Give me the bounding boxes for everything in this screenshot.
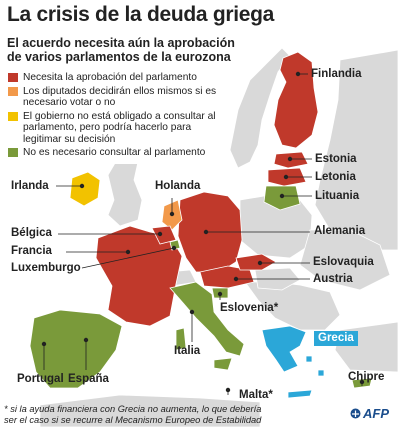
subtitle-line-1: El acuerdo necesita aún la aprobación	[7, 36, 235, 50]
sardinia-shape	[175, 327, 187, 351]
sicily-shape	[213, 357, 233, 371]
italy-shape	[169, 281, 245, 357]
north-africa-land	[39, 394, 261, 427]
legend-swatch-yellow	[8, 111, 18, 121]
brand-logo: AFP	[363, 406, 389, 421]
label-eslovaquia: Eslovaquia	[313, 256, 374, 268]
russia-land	[314, 49, 399, 251]
finland-shape	[273, 51, 319, 149]
ukraine-land	[299, 229, 391, 291]
label-finlandia: Finlandia	[311, 68, 362, 80]
legend-swatch-green	[8, 148, 18, 157]
scandinavia-land	[229, 47, 291, 169]
label-francia: Francia	[11, 245, 52, 257]
footnote: * si la ayuda financiera con Grecia no a…	[4, 404, 261, 426]
legend-label: El gobierno no está obligado a consultar…	[23, 110, 216, 145]
label-espana: España	[68, 373, 109, 385]
label-grecia: Grecia	[314, 331, 358, 346]
slovakia-shape	[235, 253, 277, 271]
afp-logo-icon	[350, 408, 361, 419]
legend-label: Necesita la aprobación del parlamento	[23, 72, 197, 83]
label-eslovenia: Eslovenia*	[220, 302, 279, 314]
greece-shape	[261, 325, 307, 373]
label-letonia: Letonia	[315, 171, 356, 183]
turkey-land	[334, 321, 399, 373]
label-austria: Austria	[313, 273, 353, 285]
label-italia: Italia	[174, 345, 201, 357]
label-chipre: Chipre	[348, 371, 385, 383]
legend-swatch-orange	[8, 86, 18, 96]
footnote-line-2: ser el caso si se recurre al Mecanismo E…	[4, 415, 262, 425]
subtitle-line-2: de varios parlamentos de la eurozona	[7, 50, 231, 64]
legend-item-orange: Los diputados decidirán ellos mismos si …	[7, 86, 226, 109]
ireland-shape	[69, 171, 101, 207]
legend-item-yellow: El gobierno no está obligado a consultar…	[7, 111, 226, 146]
legend-item-green: No es necesario consultar al parlamento	[7, 147, 226, 159]
legend-label: No es necesario consultar al parlamento	[23, 147, 206, 158]
map-legend: Necesita la aprobación del parlamento Lo…	[4, 68, 229, 164]
label-belgica: Bélgica	[11, 227, 52, 239]
label-alemania: Alemania	[314, 225, 366, 237]
label-estonia: Estonia	[315, 153, 357, 165]
footnote-line-1: * si la ayuda financiera con Grecia no a…	[4, 404, 262, 414]
legend-item-red: Necesita la aprobación del parlamento	[7, 72, 226, 84]
crete-shape	[287, 389, 313, 399]
legend-label: Los diputados decidirán ellos mismos si …	[23, 85, 217, 109]
austria-shape	[199, 265, 255, 289]
page-subtitle: El acuerdo necesita aún la aprobación de…	[7, 36, 235, 64]
legend-swatch-red	[8, 73, 18, 82]
label-irlanda: Irlanda	[11, 180, 49, 192]
belgium-shape	[151, 225, 177, 245]
label-holanda: Holanda	[155, 180, 201, 192]
page-title: La crisis de la deuda griega	[7, 3, 275, 26]
label-lituania: Lituania	[315, 190, 360, 202]
iberia-shape	[29, 309, 123, 389]
label-luxemburgo: Luxemburgo	[11, 262, 81, 274]
greek-islands-shape	[305, 355, 325, 377]
label-malta: Malta*	[239, 389, 273, 401]
label-portugal: Portugal	[17, 373, 64, 385]
